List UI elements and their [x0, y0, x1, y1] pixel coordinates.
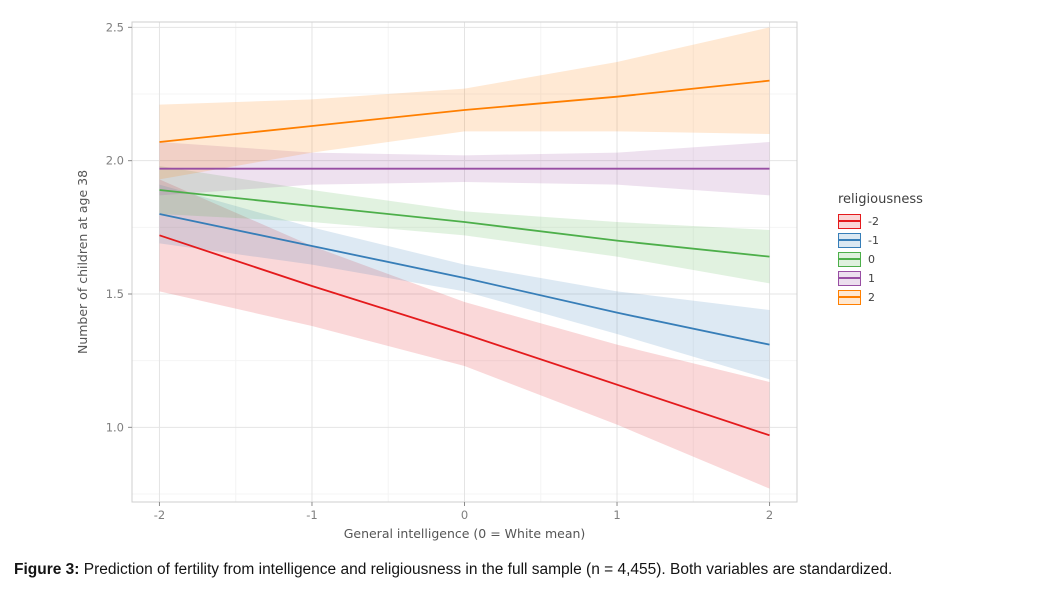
x-tick-label: -1	[306, 508, 317, 522]
line-2	[159, 79, 770, 143]
x-axis-title: General intelligence (0 = White mean)	[344, 526, 586, 541]
legend-key-line	[839, 296, 860, 298]
y-tick-label: 1.5	[106, 287, 124, 301]
legend-label: 1	[868, 271, 875, 285]
x-tick-label: 1	[613, 508, 620, 522]
legend-label: 2	[868, 290, 875, 304]
chart-legend: religiousness -2 -1 0 1 2	[838, 192, 923, 309]
legend-label: 0	[868, 252, 875, 266]
legend-label: -1	[868, 233, 879, 247]
figure-label: Figure 3:	[14, 561, 80, 578]
x-tick-label: -2	[154, 508, 165, 522]
x-tick-label: 0	[461, 508, 468, 522]
y-axis-title: Number of children at age 38	[75, 170, 90, 354]
legend-item-0: 0	[838, 251, 923, 267]
y-tick-label: 2.0	[106, 154, 124, 168]
y-tick-label: 2.5	[106, 20, 124, 34]
legend-label: -2	[868, 214, 879, 228]
legend-key-swatch	[838, 213, 861, 229]
legend-items: -2 -1 0 1 2	[838, 213, 923, 305]
legend-key-swatch	[838, 270, 861, 286]
legend-key-swatch	[838, 232, 861, 248]
legend-title: religiousness	[838, 191, 923, 207]
legend-key-line	[839, 220, 860, 222]
legend-key-line	[839, 277, 860, 279]
figure-caption: Figure 3: Prediction of fertility from i…	[14, 558, 1043, 581]
legend-item--2: -2	[838, 213, 923, 229]
legend-key-line	[839, 239, 860, 241]
x-tick-label: 2	[766, 508, 773, 522]
chart-area: -2 -1 0 1 2 1.0 1.5 2.0 2.5 General intelligence …	[52, 8, 1043, 548]
legend-item--1: -1	[838, 232, 923, 248]
fertility-chart: -2 -1 0 1 2 1.0 1.5 2.0 2.5 General intelligence …	[75, 20, 798, 541]
ribbon-0	[159, 166, 770, 284]
figure-page: -2 -1 0 1 2 1.0 1.5 2.0 2.5 General intelligence …	[14, 8, 1043, 581]
y-tick-label: 1.0	[106, 420, 124, 434]
line--1	[159, 213, 770, 346]
legend-key-line	[839, 258, 860, 260]
line--2	[159, 234, 770, 437]
legend-key-swatch	[838, 251, 861, 267]
ribbon--1	[159, 184, 770, 380]
line-0	[159, 189, 770, 258]
ribbon-2	[159, 27, 770, 180]
legend-key-swatch	[838, 289, 861, 305]
caption-text: Prediction of fertility from intelligenc…	[79, 561, 893, 578]
legend-item-2: 2	[838, 289, 923, 305]
legend-item-1: 1	[838, 270, 923, 286]
